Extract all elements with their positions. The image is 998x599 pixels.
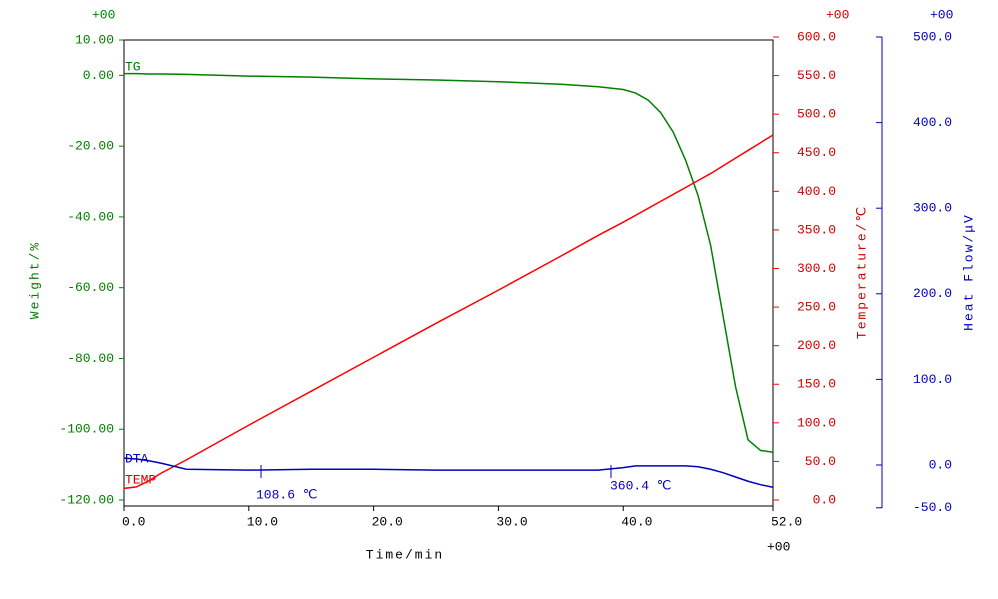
plot-frame [123, 39, 774, 507]
y2-tick-label: 50.0 [805, 454, 836, 469]
y3-tick-label: 0.0 [929, 457, 952, 472]
y2-tick-label: 600.0 [797, 29, 836, 44]
y3-tick-label: 500.0 [913, 29, 952, 44]
y-tick-label: 0.00 [83, 68, 114, 83]
series-line [124, 72, 774, 453]
y-tick-label: -20.00 [67, 139, 114, 154]
y2-tick-label: 500.0 [797, 107, 836, 122]
y2-tick-label: 250.0 [797, 300, 836, 315]
y3-tick-label: -50.0 [913, 500, 952, 515]
y3-tick-label: 100.0 [913, 372, 952, 387]
x-tick-label: 52.0 [771, 514, 802, 529]
y2-tick-label: 0.0 [813, 492, 836, 507]
y3-tick-label: 200.0 [913, 286, 952, 301]
y-tick-label: 10.00 [75, 32, 114, 47]
y-tick-label: -40.00 [67, 209, 114, 224]
y-axis-title: Weight/% [27, 241, 42, 319]
y2-tick-label: 550.0 [797, 68, 836, 83]
y2-tick-label: 300.0 [797, 261, 836, 276]
series-line [123, 134, 774, 490]
y3-exponent: +00 [930, 7, 953, 22]
y3-axis-title: Heat Flow/μV [961, 213, 976, 331]
y3-tick-label: 400.0 [913, 115, 952, 130]
x-exponent: +00 [767, 539, 790, 554]
annotation: 360.4 ℃ [610, 478, 671, 493]
y2-tick-label: 400.0 [797, 184, 836, 199]
y2-exponent: +00 [826, 7, 849, 22]
y2-tick-label: 350.0 [797, 222, 836, 237]
series-label: TG [125, 59, 141, 74]
x-tick-label: 30.0 [496, 514, 527, 529]
y2-tick-label: 150.0 [797, 377, 836, 392]
y-exponent: +00 [92, 7, 115, 22]
series-label: TEMP [125, 472, 156, 487]
annotation: 108.6 ℃ [256, 487, 317, 502]
y3-tick-label: 300.0 [913, 201, 952, 216]
y-tick-label: -80.00 [67, 351, 114, 366]
y2-tick-label: 200.0 [797, 338, 836, 353]
x-tick-label: 40.0 [621, 514, 652, 529]
y-tick-label: -100.00 [59, 422, 114, 437]
y2-axis-title: Temperature/℃ [854, 205, 869, 339]
y-tick-label: -60.00 [67, 280, 114, 295]
y2-tick-label: 450.0 [797, 145, 836, 160]
y2-tick-label: 100.0 [797, 415, 836, 430]
x-axis-title: Time/min [366, 547, 444, 562]
x-tick-label: 0.0 [122, 514, 145, 529]
series-line [123, 457, 774, 488]
x-tick-label: 10.0 [247, 514, 278, 529]
y-tick-label: -120.00 [59, 492, 114, 507]
x-tick-label: 20.0 [372, 514, 403, 529]
